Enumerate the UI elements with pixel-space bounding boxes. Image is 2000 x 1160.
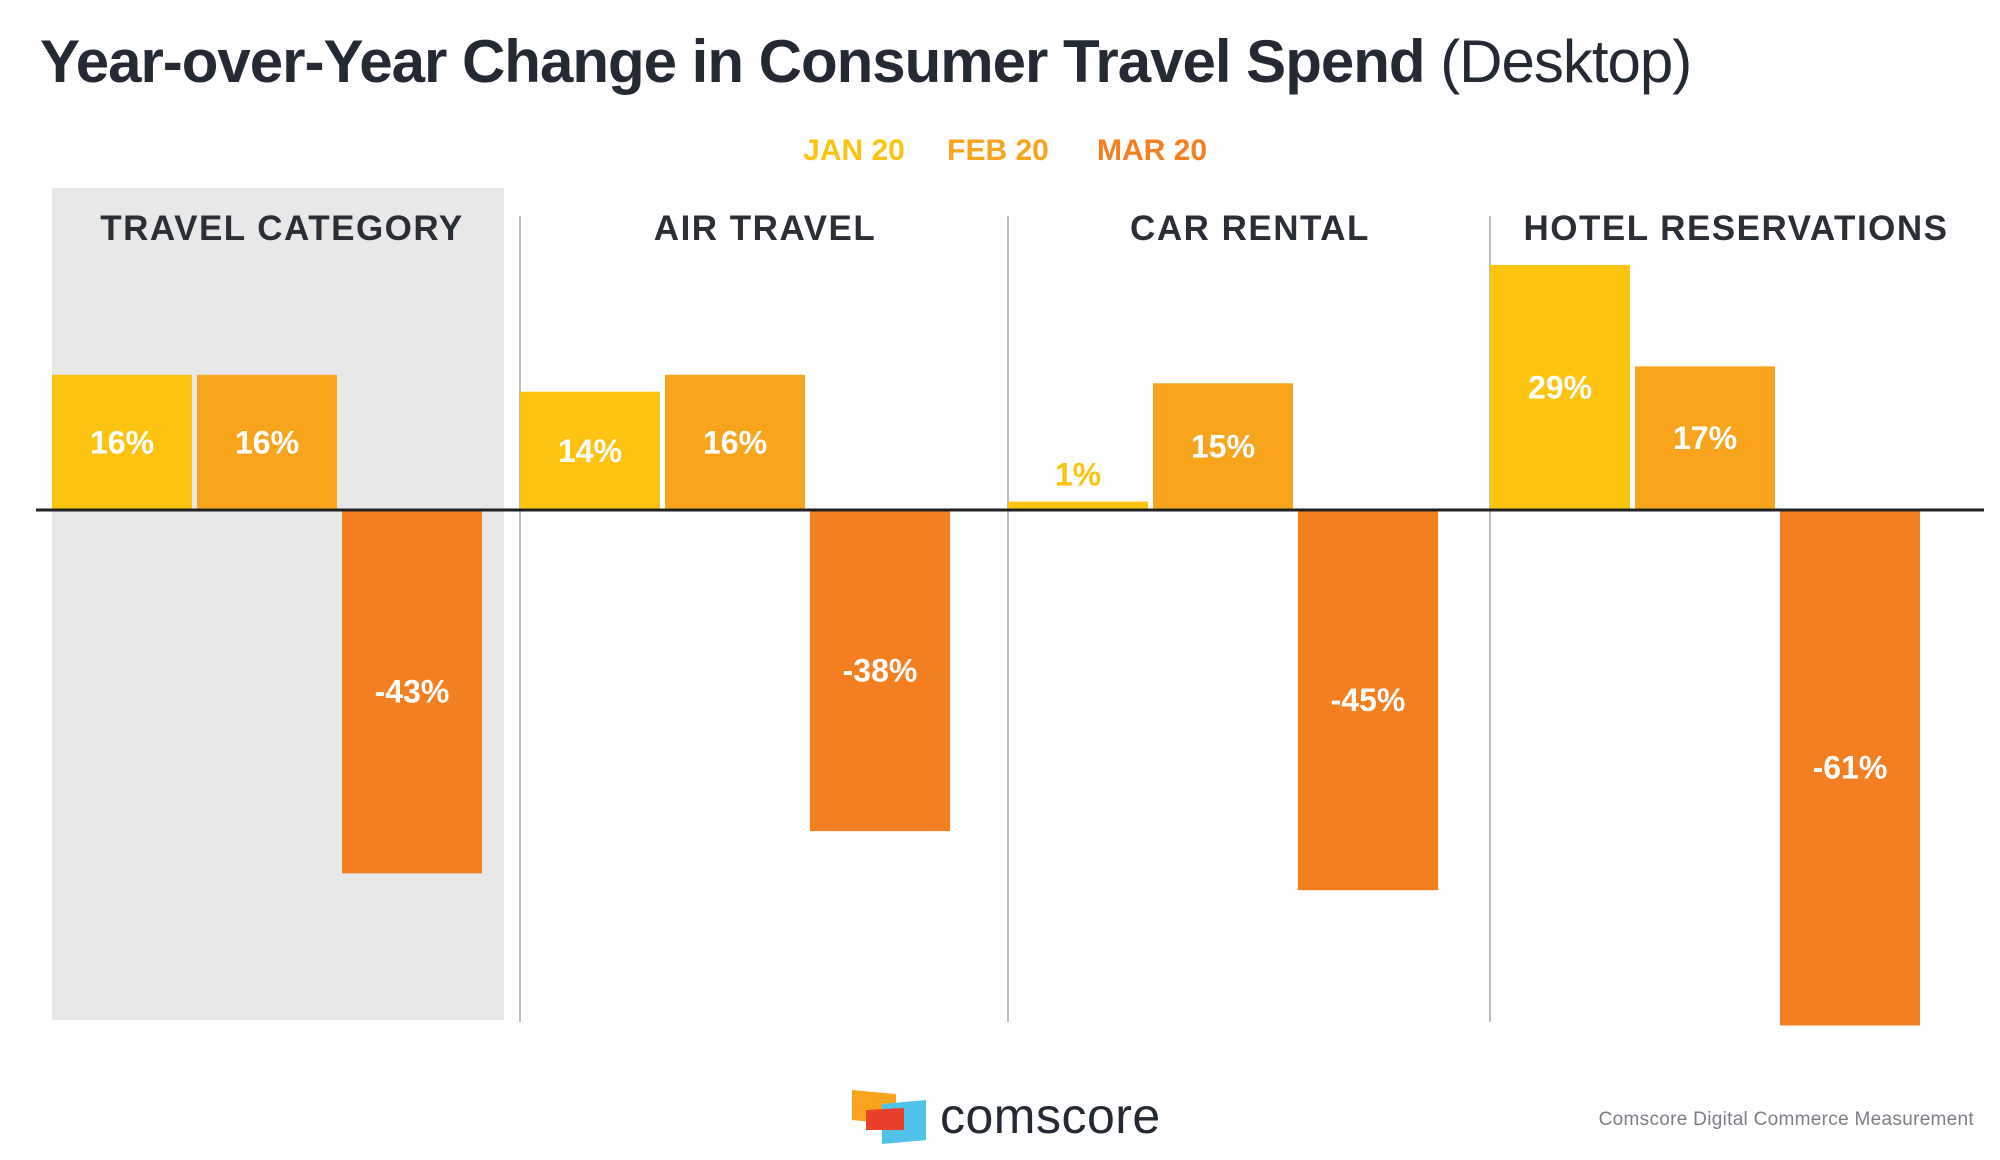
data-label: 14% bbox=[558, 433, 622, 469]
data-label: -43% bbox=[375, 674, 450, 710]
bar-hotel-reservations-jan-20 bbox=[1490, 264, 1630, 510]
category-title-hotel-reservations: HOTEL RESERVATIONS bbox=[1523, 209, 1948, 248]
bar-travel-category-jan-20 bbox=[52, 374, 192, 510]
comscore-logo-icon bbox=[852, 1090, 926, 1144]
brand-name: comscore bbox=[940, 1088, 1161, 1144]
data-label: 16% bbox=[90, 424, 154, 460]
data-label: -45% bbox=[1331, 682, 1406, 718]
bar-air-travel-mar-20 bbox=[810, 510, 950, 832]
title-subtitle: (Desktop) bbox=[1440, 28, 1692, 95]
legend-item-mar-20: MAR 20 bbox=[1097, 134, 1207, 167]
data-label: 15% bbox=[1191, 429, 1255, 465]
legend-item-feb-20: FEB 20 bbox=[947, 134, 1049, 167]
data-label: 1% bbox=[1055, 457, 1101, 493]
data-label: 17% bbox=[1673, 420, 1737, 456]
bar-travel-category-feb-20 bbox=[197, 374, 337, 510]
bar-air-travel-feb-20 bbox=[665, 374, 805, 510]
title-main: Year-over-Year Change in Consumer Travel… bbox=[40, 28, 1426, 95]
bar-hotel-reservations-mar-20 bbox=[1780, 510, 1920, 1026]
data-label: -38% bbox=[843, 653, 918, 689]
category-title-car-rental: CAR RENTAL bbox=[1130, 209, 1370, 248]
data-label: 16% bbox=[235, 424, 299, 460]
category-title-air-travel: AIR TRAVEL bbox=[654, 209, 876, 248]
bar-car-rental-feb-20 bbox=[1153, 383, 1293, 510]
bar-car-rental-mar-20 bbox=[1298, 510, 1438, 891]
source-note: Comscore Digital Commerce Measurement bbox=[1598, 1109, 1974, 1130]
legend-item-jan-20: JAN 20 bbox=[803, 134, 905, 167]
bar-hotel-reservations-feb-20 bbox=[1635, 366, 1775, 510]
data-label: 16% bbox=[703, 424, 767, 460]
data-label: -61% bbox=[1813, 750, 1888, 786]
bar-car-rental-jan-20 bbox=[1008, 501, 1148, 510]
chart-title: Year-over-Year Change in Consumer Travel… bbox=[40, 22, 1692, 102]
data-label: 29% bbox=[1528, 369, 1592, 405]
bar-air-travel-jan-20 bbox=[520, 391, 660, 510]
bar-travel-category-mar-20 bbox=[342, 510, 482, 874]
category-title-travel-category: TRAVEL CATEGORY bbox=[100, 209, 463, 248]
